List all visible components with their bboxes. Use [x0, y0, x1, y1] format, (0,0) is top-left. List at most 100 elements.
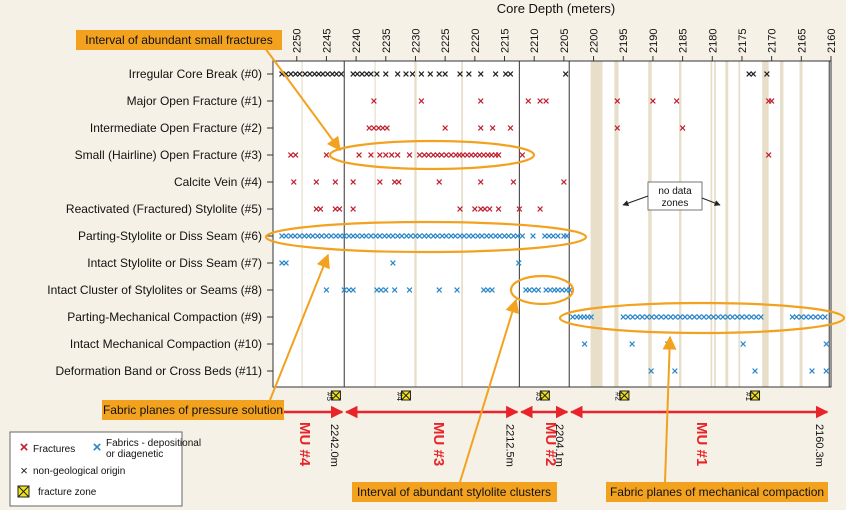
no-data-zone-10	[799, 61, 803, 387]
mu-boundary-label-3: 2160.3m	[813, 424, 825, 467]
mark-row2-10	[679, 125, 686, 131]
mark-row0-21	[394, 71, 401, 77]
mark-row9-32	[743, 314, 750, 320]
mark-row0-24	[418, 71, 425, 77]
tick-label-2240: 2240	[351, 29, 363, 53]
mark-row11-1	[672, 368, 678, 374]
tick-label-2205: 2205	[559, 29, 571, 53]
mark-row9-14	[658, 314, 665, 320]
fracture-zone-label-1: #5	[325, 392, 334, 401]
row-label-11: Deformation Band or Cross Beds (#11)	[55, 364, 262, 378]
mark-row9-15	[663, 314, 669, 320]
no-data-zone-2	[648, 61, 652, 387]
mark-row8-24	[566, 287, 573, 293]
fracture-zone-3: #3	[534, 390, 550, 401]
mark-row6-18	[359, 233, 365, 239]
tick-label-2215: 2215	[500, 29, 512, 53]
mark-row8-7	[391, 287, 398, 293]
mark-row0-32	[502, 71, 509, 77]
mark-row6-61	[564, 233, 570, 239]
mark-row2-4	[384, 125, 390, 131]
mark-row1-8	[673, 98, 680, 104]
callout-small-fractures: Interval of abundant small fractures	[76, 30, 341, 152]
ellipse-small-fractures	[328, 139, 536, 171]
mark-row5-4	[350, 206, 356, 212]
mark-row8-9	[436, 287, 443, 293]
mark-row5-8	[482, 206, 488, 212]
mark-row6-28	[403, 233, 410, 239]
mark-row5-11	[516, 206, 523, 212]
mark-row0-6	[306, 71, 313, 77]
mark-row10-0	[581, 341, 588, 347]
mark-row3-7	[388, 152, 395, 158]
callout-mechanical-compaction-text: Fabric planes of mechanical compaction	[610, 485, 824, 499]
mark-row0-15	[354, 71, 361, 77]
mark-row6-49	[496, 233, 503, 239]
mark-row3-13	[430, 152, 437, 158]
mark-row5-1	[317, 206, 324, 212]
mark-row6-50	[501, 233, 508, 239]
mark-row6-20	[368, 233, 374, 239]
mark-row6-39	[452, 233, 459, 239]
mark-row0-30	[477, 71, 484, 77]
mark-row9-6	[620, 314, 627, 320]
mark-row6-13	[337, 233, 343, 239]
mark-row7-3	[515, 260, 522, 266]
mark-row0-20	[382, 71, 389, 77]
mark-row11-3	[809, 368, 815, 374]
mark-row9-11	[644, 314, 650, 320]
mark-row6-10	[323, 233, 330, 239]
mark-row6-23	[381, 233, 388, 239]
mark-row11-4	[823, 368, 830, 374]
mark-row0-29	[466, 71, 472, 77]
mark-row6-48	[492, 233, 499, 239]
mark-row6-56	[542, 233, 548, 239]
no-data-zone-1	[614, 61, 619, 387]
mark-row6-46	[483, 233, 490, 239]
mark-row0-10	[324, 71, 331, 77]
mark-row4-0	[290, 179, 297, 185]
mark-row2-6	[477, 125, 484, 131]
mark-row8-19	[547, 287, 554, 293]
mark-row3-8	[394, 152, 401, 158]
mark-row2-9	[614, 125, 621, 131]
mark-row2-3	[379, 125, 386, 131]
mark-row9-28	[724, 314, 731, 320]
fracture-zone-2: #4	[395, 390, 411, 401]
mark-row6-45	[479, 233, 485, 239]
mark-row9-26	[715, 314, 722, 320]
mark-row6-35	[434, 233, 441, 239]
row-label-0: Irregular Core Break (#0)	[129, 67, 262, 81]
mark-row8-12	[485, 287, 491, 293]
mark-row9-24	[705, 314, 712, 320]
mark-row1-7	[650, 98, 656, 104]
mark-row0-31	[492, 71, 499, 77]
mark-row6-54	[519, 233, 526, 239]
mark-row9-0	[569, 314, 576, 320]
mark-row2-8	[507, 125, 514, 131]
mark-row6-43	[470, 233, 476, 239]
mark-row5-6	[472, 206, 478, 212]
mark-row0-25	[427, 71, 434, 77]
mark-row8-17	[535, 287, 542, 293]
mark-row1-6	[614, 98, 621, 104]
mark-row0-18	[368, 71, 374, 77]
mark-row0-13	[338, 71, 345, 77]
tick-label-2195: 2195	[618, 29, 630, 53]
mark-row6-47	[488, 233, 494, 239]
mark-row9-13	[653, 314, 660, 320]
mark-row6-17	[354, 233, 361, 239]
mark-row1-0	[371, 98, 377, 104]
mark-row4-9	[510, 179, 517, 185]
tick-label-2175: 2175	[737, 29, 749, 53]
mark-row4-10	[561, 179, 567, 185]
mark-row9-43	[822, 314, 828, 320]
mark-row10-1	[629, 341, 635, 347]
mark-row9-20	[686, 314, 693, 320]
mark-row5-9	[486, 206, 493, 212]
mark-row10-4	[823, 341, 830, 347]
no-data-zone-7	[738, 61, 741, 387]
mark-row4-5	[391, 179, 398, 185]
legend: × Fractures × Fabrics - depositional or …	[9, 431, 201, 507]
